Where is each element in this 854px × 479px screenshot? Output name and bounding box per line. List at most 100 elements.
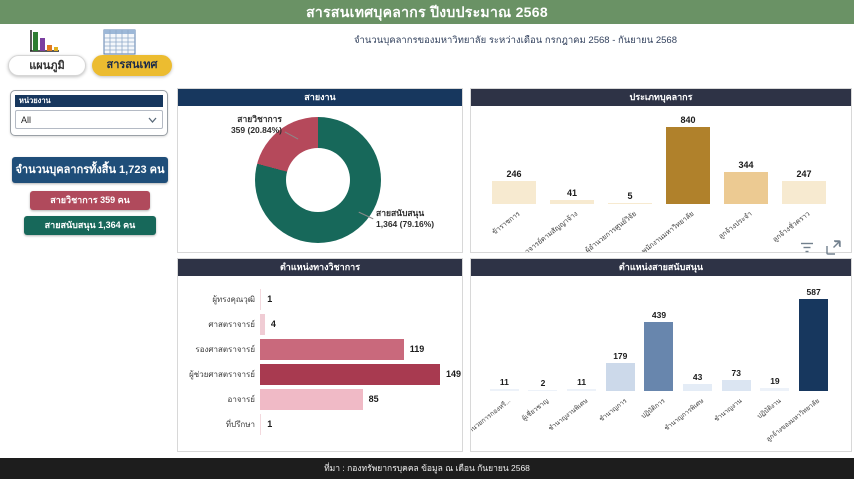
bar-row: ที่ปรึกษา 1 xyxy=(184,412,456,437)
chart-panel-support-position: ตำแหน่งสายสนับสนุน 11 ผู้อำนวยการกองหรื..… xyxy=(470,258,852,452)
bar-category-label: พนักงานมหาวิทยาลัย xyxy=(640,210,696,252)
page-title: สารสนเทศบุคลากร ปีงบประมาณ 2568 xyxy=(0,0,854,24)
bar-item: 73 ชำนาญงาน xyxy=(714,367,751,423)
bar-category-label: รองศาสตราจารย์ xyxy=(195,345,255,354)
report-subtitle: จำนวนบุคลากรของมหาวิทยาลัย ระหว่างเดือน … xyxy=(353,35,677,46)
bar-value-label: 41 xyxy=(566,188,577,199)
bar-value-label: 11 xyxy=(577,377,587,388)
bar-item: 246 ข้าราชการ xyxy=(491,169,536,236)
bar[interactable] xyxy=(567,389,597,391)
bar[interactable] xyxy=(260,414,262,435)
unit-select[interactable]: All xyxy=(15,110,163,129)
bar-value-label: 85 xyxy=(368,394,379,404)
support-staff-card: สายสนับสนุน 1,364 คน xyxy=(24,216,156,235)
bar-item: 587 ลูกจ้างของมหาวิทยาลัย xyxy=(765,287,829,443)
bar-category-label: ชำนาญการ xyxy=(597,397,628,424)
unit-filter-label: หน่วยงาน xyxy=(15,95,163,107)
unit-filter-box: หน่วยงาน All xyxy=(10,90,168,136)
bar-category-label: อาจารย์ xyxy=(227,395,255,404)
bar-item: 439 ปฏิบัติการ xyxy=(640,310,674,420)
slice-label: สายสนับสนุน xyxy=(376,208,425,218)
bar-value-label: 1 xyxy=(267,419,273,429)
bar-category-label: ผู้ช่วยศาสตราจารย์ xyxy=(189,370,255,379)
bar[interactable] xyxy=(666,127,710,204)
bar-chart-icon[interactable] xyxy=(26,28,62,60)
bar-item: 344 ลูกจ้างประจำ xyxy=(718,160,768,241)
chart-panel-academic-position: ตำแหน่งทางวิชาการ ผู้ทรงคุณวุฒิ 1 ศาสตราจา… xyxy=(177,258,463,452)
tab-information[interactable]: สารสนเทศ xyxy=(92,55,172,76)
bar-item: 41 อาจารย์ตามสัญญาจ้าง xyxy=(521,188,594,252)
bar-category-label: ที่ปรึกษา xyxy=(225,420,255,429)
bar-category-label: ผู้เชี่ยวชาญ xyxy=(521,397,551,423)
bar[interactable] xyxy=(260,314,265,335)
bar-category-label: ชำนาญงานพิเศษ xyxy=(547,397,590,433)
bar[interactable] xyxy=(760,388,790,391)
tab-chart[interactable]: แผนภูมิ xyxy=(8,55,86,76)
bar[interactable] xyxy=(260,364,440,385)
academic-staff-card: สายวิชาการ 359 คน xyxy=(30,191,150,210)
chart-toolbar xyxy=(800,240,841,255)
bar-item: 840 พนักงานมหาวิทยาลัย xyxy=(641,115,710,252)
donut-label-academic: สายวิชาการ 359 (20.84%) xyxy=(182,114,282,136)
bar-category-label: ชำนาญการพิเศษ xyxy=(663,397,706,433)
table-icon[interactable] xyxy=(103,29,136,60)
bar[interactable] xyxy=(260,289,262,310)
bar-value-label: 5 xyxy=(627,191,633,202)
bar[interactable] xyxy=(260,389,363,410)
bar[interactable] xyxy=(721,379,751,391)
donut-hole xyxy=(286,148,350,212)
chart-title: ตำแหน่งทางวิชาการ xyxy=(178,259,462,276)
donut-chart[interactable] xyxy=(255,117,381,243)
bar-row: อาจารย์ 85 xyxy=(184,387,456,412)
chevron-down-icon xyxy=(148,117,157,123)
bar-value-label: 149 xyxy=(446,369,462,379)
bar[interactable] xyxy=(489,389,519,391)
bar[interactable] xyxy=(260,339,404,360)
bar-category-label: ชำนาญงาน xyxy=(713,397,744,424)
bar[interactable] xyxy=(724,172,768,204)
filter-lines-icon[interactable] xyxy=(800,242,814,253)
slice-value: 359 (20.84%) xyxy=(230,125,282,136)
bar-category-label: ผู้ทรงคุณวุฒิ xyxy=(212,295,255,304)
bar-item: 247 ลูกจ้างชั่วคราว xyxy=(772,169,826,244)
bar-value-label: 119 xyxy=(409,344,425,354)
chart-title: สายงาน xyxy=(178,89,462,106)
slice-label: สายวิชาการ xyxy=(237,114,282,124)
bar-category-label: ปฏิบัติการ xyxy=(640,397,667,421)
slice-value: 1,364 (79.16%) xyxy=(376,219,435,230)
bar[interactable] xyxy=(528,390,558,391)
bar-item: 179 ชำนาญการ xyxy=(598,351,635,423)
bar[interactable] xyxy=(492,181,536,204)
bar-value-label: 11 xyxy=(499,377,509,388)
bar-value-label: 4 xyxy=(270,319,276,329)
bar[interactable] xyxy=(799,299,829,391)
bar[interactable] xyxy=(683,384,713,391)
source-note: ที่มา : กองทรัพยากรบุคคล ข้อมูล ณ เดือน … xyxy=(0,458,854,479)
bar[interactable] xyxy=(605,362,635,391)
bar-item: 2 ผู้เชี่ยวชาญ xyxy=(521,378,558,422)
bar-value-label: 73 xyxy=(731,367,741,378)
bar-category-label: อาจารย์ตามสัญญาจ้าง xyxy=(521,210,580,252)
donut-label-support: สายสนับสนุน 1,364 (79.16%) xyxy=(376,208,462,230)
bar[interactable] xyxy=(550,200,594,204)
total-staff-card: จำนวนบุคลากรทั้งสิ้น 1,723 คน xyxy=(12,157,168,183)
chart-panel-personnel-type: ประเภทบุคลากร 246 ข้าราชการ 41 อาจารย์ตามสั… xyxy=(470,88,852,253)
bar[interactable] xyxy=(782,181,826,204)
bar-category-label: ปฏิบัติงาน xyxy=(756,397,783,421)
bar[interactable] xyxy=(644,322,674,391)
expand-icon[interactable] xyxy=(826,240,841,255)
chart-title: ตำแหน่งสายสนับสนุน xyxy=(471,259,851,276)
bar-value-label: 19 xyxy=(770,376,780,387)
bar-value-label: 840 xyxy=(680,115,696,125)
bar-row: ผู้ช่วยศาสตราจารย์ 149 xyxy=(184,362,461,387)
bar-value-label: 2 xyxy=(540,378,546,389)
bar-item: 43 ชำนาญการพิเศษ xyxy=(663,372,713,432)
bar-category-label: ผู้อำนวยการกองหรื... xyxy=(471,397,512,440)
bar-category-label: ลูกจ้างประจำ xyxy=(717,210,754,241)
bar-item: 19 ปฏิบัติงาน xyxy=(756,376,790,420)
bar-item: 11 ชำนาญงานพิเศษ xyxy=(547,377,597,433)
bar-value-label: 246 xyxy=(506,169,522,180)
bar-value-label: 587 xyxy=(806,287,821,297)
bar[interactable] xyxy=(608,203,652,204)
bar-value-label: 439 xyxy=(651,310,667,321)
